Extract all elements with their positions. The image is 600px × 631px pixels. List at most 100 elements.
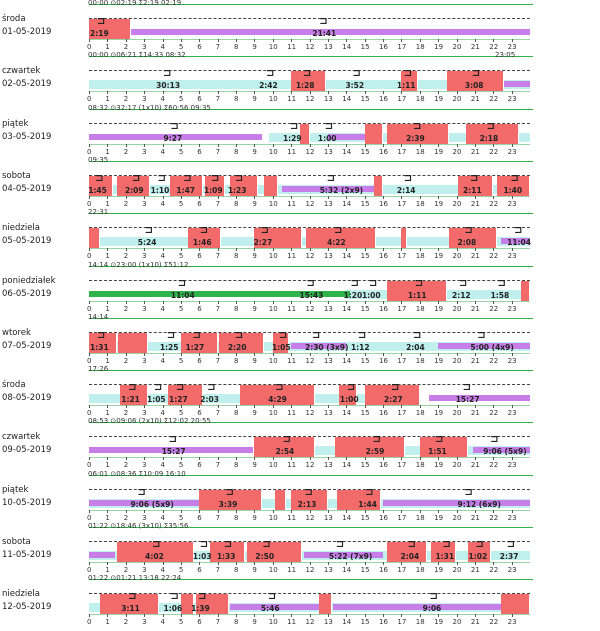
sleep-segment[interactable] bbox=[305, 228, 376, 249]
day-row[interactable]: wtorek 07-05-2019 14:14 1:31 ⊐ 1:25 ⊐ 1:27 ⊐ 2:20… bbox=[0, 313, 600, 370]
sleep-segment[interactable] bbox=[180, 594, 194, 615]
sleep-segment[interactable] bbox=[274, 489, 286, 510]
axis-tick-label: 7 bbox=[215, 199, 221, 208]
sleep-night-segment[interactable] bbox=[230, 604, 319, 611]
sleep-night-segment[interactable] bbox=[89, 499, 200, 506]
sleep-segment[interactable] bbox=[195, 594, 229, 615]
sleep-segment[interactable] bbox=[254, 228, 303, 249]
sleep-night-segment[interactable] bbox=[383, 499, 530, 506]
bed-icon: ⊐ bbox=[128, 591, 137, 603]
sleep-segment[interactable] bbox=[199, 489, 262, 510]
sleep-night-segment[interactable] bbox=[473, 447, 530, 454]
sleep-segment[interactable] bbox=[89, 19, 132, 39]
sleep-night-segment[interactable] bbox=[89, 552, 115, 558]
sleep-segment[interactable] bbox=[118, 332, 148, 353]
sleep-segment[interactable] bbox=[89, 175, 113, 196]
axis-tick-label: 5 bbox=[178, 252, 184, 261]
sleep-segment[interactable] bbox=[401, 71, 418, 92]
bed-icon: ⊐ bbox=[267, 591, 277, 603]
sleep-segment[interactable] bbox=[169, 175, 203, 196]
sleep-night-segment[interactable] bbox=[89, 447, 253, 454]
sleep-segment[interactable] bbox=[337, 489, 382, 510]
sleep-segment[interactable] bbox=[210, 542, 246, 562]
sleep-segment[interactable] bbox=[120, 385, 148, 406]
sleep-segment[interactable] bbox=[419, 437, 468, 458]
day-row[interactable]: środa 01-05-2019 00:00 ⊙02:19 Σ2:19 02:19 2… bbox=[0, 0, 600, 56]
axis-tick-label: 13 bbox=[323, 304, 333, 313]
sleep-segment[interactable] bbox=[447, 71, 505, 92]
sleep-segment[interactable] bbox=[364, 123, 383, 144]
duration-label: 1:12 bbox=[350, 342, 370, 352]
sleep-segment[interactable] bbox=[291, 489, 328, 510]
sleep-segment[interactable] bbox=[386, 123, 450, 144]
sleep-segment[interactable] bbox=[386, 280, 448, 301]
sleep-night-segment[interactable] bbox=[327, 133, 365, 140]
sleep-segment[interactable] bbox=[520, 280, 530, 301]
sleep-segment[interactable] bbox=[168, 385, 203, 406]
sleep-segment[interactable] bbox=[230, 175, 259, 196]
day-row[interactable]: piątek 03-05-2019 08:32 ⊙32:17 (1x10) Σ60:… bbox=[0, 104, 600, 161]
sleep-segment[interactable] bbox=[401, 228, 407, 249]
sleep-segment[interactable] bbox=[272, 332, 290, 353]
sleep-segment[interactable] bbox=[89, 332, 117, 353]
sleep-segment[interactable] bbox=[291, 71, 327, 92]
sleep-night-segment[interactable] bbox=[291, 342, 347, 349]
sleep-segment[interactable] bbox=[465, 123, 519, 144]
sleep-segment[interactable] bbox=[373, 175, 383, 196]
day-row[interactable]: poniedziałek 06-05-2019 14:14 ⊙23:00 (1x10… bbox=[0, 261, 600, 318]
axis-tick-label: 9 bbox=[252, 566, 257, 574]
day-row[interactable]: środa 08-05-2019 17:26 1:21 ⊐ 1:05 ⊐ 1:27 ⊐ 2:03 ⊐… bbox=[0, 365, 600, 422]
sleep-segment[interactable] bbox=[430, 542, 457, 562]
sleep-segment[interactable] bbox=[254, 437, 315, 458]
day-row[interactable]: niedziela 05-05-2019 22:31 5:24 ⊐ 1:46 ⊐ 2:27 ⊐ 4… bbox=[0, 208, 600, 265]
sleep-segment[interactable] bbox=[467, 542, 492, 562]
axis-tick bbox=[89, 248, 90, 252]
sleep-night-segment[interactable] bbox=[131, 29, 530, 35]
sleep-segment[interactable] bbox=[364, 385, 420, 406]
sleep-night-segment[interactable] bbox=[281, 185, 383, 192]
sleep-night-segment[interactable] bbox=[438, 342, 530, 349]
sleep-segment[interactable] bbox=[239, 385, 315, 406]
sleep-night-segment[interactable] bbox=[428, 395, 530, 402]
day-row[interactable]: czwartek 02-05-2019 00:00 ⊙06:21 Σ14:33 08… bbox=[0, 51, 600, 108]
sleep-segment[interactable] bbox=[219, 332, 264, 353]
sleep-segment[interactable] bbox=[116, 542, 194, 562]
sleep-night-segment[interactable] bbox=[89, 133, 262, 140]
sleep-segment[interactable] bbox=[100, 594, 159, 615]
sleep-segment[interactable] bbox=[318, 594, 332, 615]
sleep-night-segment[interactable] bbox=[303, 552, 383, 558]
sleep-segment[interactable] bbox=[335, 437, 406, 458]
sleep-segment[interactable] bbox=[449, 228, 497, 249]
activity-segment[interactable] bbox=[89, 290, 350, 297]
sleep-night-segment[interactable] bbox=[333, 604, 501, 611]
axis-tick-label: 3 bbox=[142, 409, 147, 418]
sleep-segment[interactable] bbox=[338, 385, 358, 406]
sleep-segment[interactable] bbox=[204, 175, 225, 196]
sleep-segment[interactable] bbox=[188, 228, 222, 249]
sleep-segment[interactable] bbox=[300, 123, 310, 144]
axis-tick bbox=[511, 457, 513, 461]
duration-label: 2:30 (3x9) bbox=[305, 342, 349, 352]
axis-tick-label: 18 bbox=[415, 409, 425, 418]
day-row[interactable]: sobota 11-05-2019 01:22 ⊙18:46 (3x10) Σ35:… bbox=[0, 522, 600, 579]
sleep-segment[interactable] bbox=[263, 175, 279, 196]
sleep-night-segment[interactable] bbox=[500, 238, 530, 245]
sleep-segment[interactable] bbox=[247, 542, 303, 562]
sleep-segment[interactable] bbox=[500, 594, 530, 615]
day-row[interactable]: piątek 10-05-2019 06:01 ⊙08:36 Σ10:09 16:1… bbox=[0, 470, 600, 527]
sleep-segment[interactable] bbox=[116, 175, 150, 196]
day-row[interactable]: niedziela 12-05-2019 01:22 ⊙01:21 13:18 22… bbox=[0, 574, 600, 631]
sleep-segment[interactable] bbox=[180, 332, 218, 353]
day-row[interactable]: sobota 04-05-2019 09:35 1:45 ⊐ 2:09 ⊐ 1:10 ⊐ 1:47… bbox=[0, 156, 600, 213]
bed-icon: ⊐ bbox=[152, 539, 161, 550]
axis-tick-label: 10 bbox=[268, 304, 278, 313]
sleep-segment[interactable] bbox=[496, 175, 530, 196]
bed-icon: ⊐ bbox=[97, 329, 106, 341]
sleep-segment[interactable] bbox=[386, 542, 428, 562]
sleep-segment[interactable] bbox=[458, 175, 494, 196]
sleep-night-segment[interactable] bbox=[504, 81, 530, 88]
sleep-segment[interactable] bbox=[89, 228, 101, 249]
duration-label: 1:45 bbox=[88, 185, 107, 195]
axis-tick bbox=[272, 562, 274, 565]
day-row[interactable]: czwartek 09-05-2019 08:53 ⊙09:06 (2x10) Σ1… bbox=[0, 417, 600, 474]
